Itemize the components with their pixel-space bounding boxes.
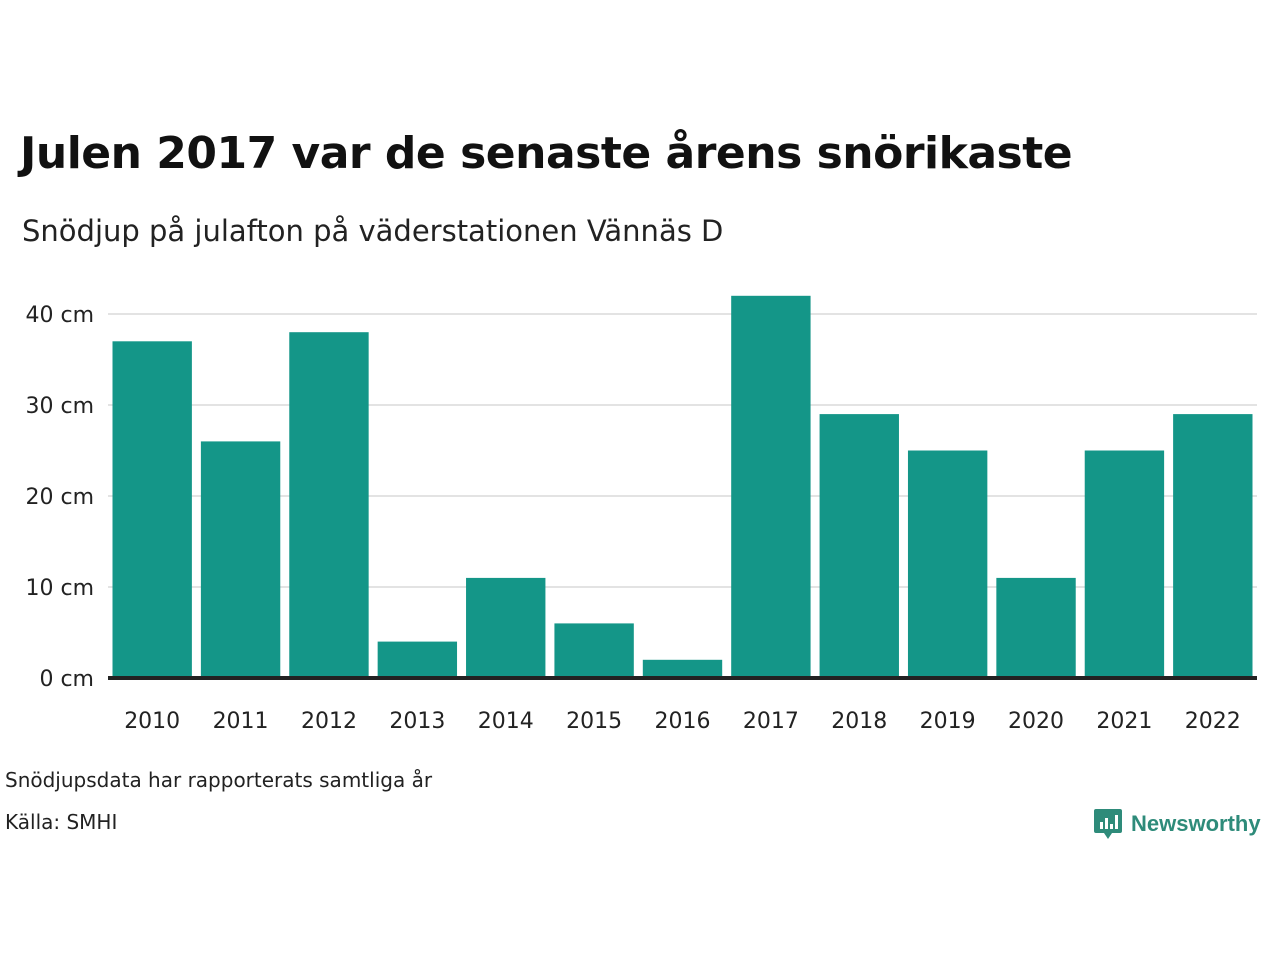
x-tick-label: 2012	[301, 709, 357, 734]
bar	[642, 659, 723, 678]
y-tick-label: 20 cm	[25, 485, 94, 510]
x-tick-label: 2013	[389, 709, 445, 734]
source-credit: Källa: SMHI	[5, 810, 118, 834]
bars	[112, 295, 1253, 678]
x-tick-label: 2018	[831, 709, 887, 734]
grid-lines	[108, 313, 1257, 588]
chart-subtitle: Snödjup på julafton på väderstationen Vä…	[22, 214, 724, 248]
bar	[1173, 414, 1253, 678]
footnote: Snödjupsdata har rapporterats samtliga å…	[5, 768, 433, 792]
bar	[377, 641, 458, 678]
bar	[819, 414, 899, 678]
x-tick-label: 2011	[213, 709, 269, 734]
y-tick-label: 10 cm	[25, 576, 94, 601]
bar	[112, 341, 192, 678]
x-tick-label: 2022	[1185, 709, 1241, 734]
bar-chart: 0 cm 10 cm 20 cm 30 cm 40 cm 2010 2011 2012 2013…	[25, 295, 1257, 734]
x-tick-label: 2014	[478, 709, 534, 734]
y-tick-label: 40 cm	[25, 303, 94, 328]
x-tick-label: 2021	[1096, 709, 1152, 734]
x-tick-label: 2017	[743, 709, 799, 734]
bar	[731, 295, 811, 678]
bar	[1084, 450, 1165, 678]
x-tick-label: 2010	[124, 709, 180, 734]
bar	[554, 623, 634, 678]
brand-logo: Newsworthy	[1093, 806, 1261, 842]
x-tick-label: 2020	[1008, 709, 1064, 734]
chart-title: Julen 2017 var de senaste årens snörikas…	[20, 128, 1073, 179]
bar	[907, 450, 988, 678]
bar	[200, 441, 281, 678]
x-tick-label: 2016	[655, 709, 711, 734]
newsworthy-logo-icon	[1094, 809, 1122, 839]
bar	[466, 577, 546, 678]
y-tick-label: 30 cm	[25, 394, 94, 419]
brand-name: Newsworthy	[1131, 811, 1261, 836]
x-tick-label: 2015	[566, 709, 622, 734]
bar	[996, 577, 1076, 678]
y-tick-label: 0 cm	[39, 667, 94, 692]
axes: 0 cm 10 cm 20 cm 30 cm 40 cm 2010 2011 2012 2013…	[25, 303, 1257, 734]
bar	[289, 332, 369, 678]
x-tick-label: 2019	[920, 709, 976, 734]
